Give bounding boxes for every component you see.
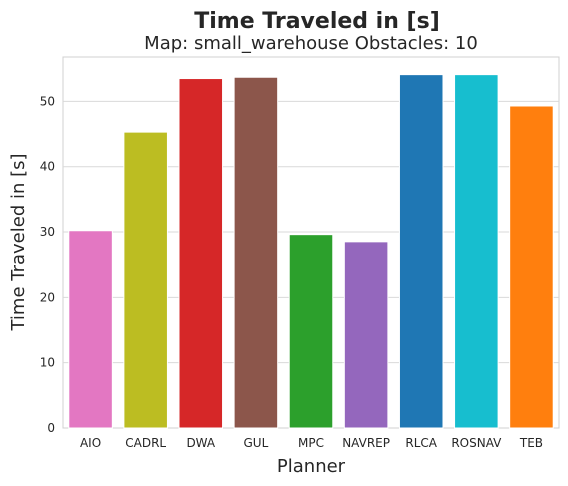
chart-subtitle: Map: small_warehouse Obstacles: 10 <box>144 33 478 54</box>
bar-rosnav <box>454 74 499 429</box>
x-tick-label-cadrl: CADRL <box>125 436 166 450</box>
bar-cadrl <box>123 131 168 429</box>
x-axis-label: Planner <box>277 456 346 477</box>
bars <box>68 74 554 429</box>
x-tick-label-mpc: MPC <box>298 436 324 450</box>
x-tick-label-gul: GUL <box>243 436 268 450</box>
x-tick-label-rlca: RLCA <box>405 436 437 450</box>
bar-mpc <box>288 234 334 429</box>
bar-gul <box>233 76 279 429</box>
y-tick-labels: 0 10 20 30 40 50 <box>40 94 55 435</box>
x-tick-labels: AIO CADRL DWA GUL MPC NAVREP RLCA ROSNAV TEB <box>80 436 543 450</box>
x-tick-label-rosnav: ROSNAV <box>451 436 502 450</box>
y-axis-label: Time Traveled in [s] <box>8 153 29 331</box>
y-tick-label: 10 <box>40 356 55 370</box>
y-tick-label: 40 <box>40 160 55 174</box>
x-tick-label-aio: AIO <box>80 436 101 450</box>
y-tick-label: 50 <box>40 94 55 108</box>
x-tick-label-dwa: DWA <box>186 436 215 450</box>
x-tick-label-navrep: NAVREP <box>342 436 390 450</box>
bar-navrep <box>343 241 389 429</box>
y-tick-label: 20 <box>40 290 55 304</box>
y-tick-label: 0 <box>47 421 55 435</box>
x-tick-label-teb: TEB <box>519 436 543 450</box>
bar-aio <box>68 230 113 429</box>
y-tick-label: 30 <box>40 225 55 239</box>
bar-teb <box>509 105 554 429</box>
bar-dwa <box>178 78 224 429</box>
chart-title: Time Traveled in [s] <box>194 9 440 34</box>
bar-rlca <box>398 74 444 429</box>
